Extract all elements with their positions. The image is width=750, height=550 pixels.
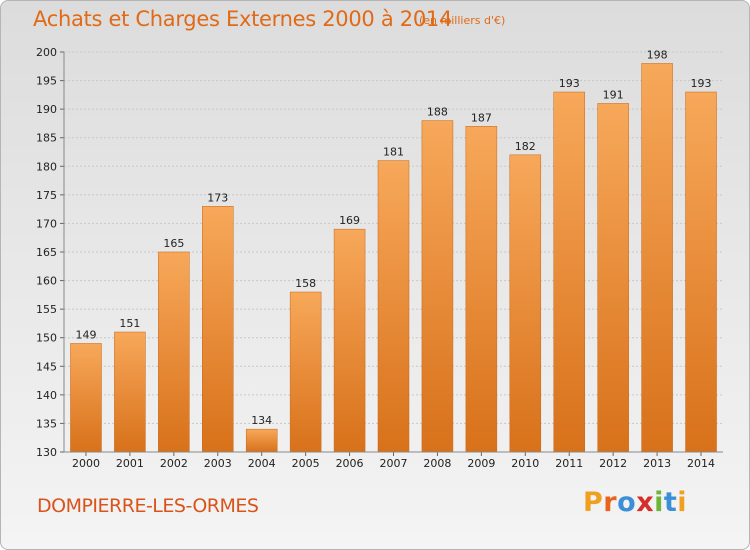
y-tick-label: 170	[36, 217, 57, 230]
data-label-2007: 181	[383, 146, 404, 159]
y-tick-label: 195	[36, 75, 57, 88]
logo-letter: r	[603, 487, 618, 518]
x-tick-label: 2010	[511, 457, 539, 470]
x-tick-label: 2012	[599, 457, 627, 470]
data-label-2010: 182	[515, 140, 536, 153]
data-label-2000: 149	[75, 328, 96, 341]
commune-name: DOMPIERRE-LES-ORMES	[37, 495, 259, 517]
chart-title: Achats et Charges Externes 2000 à 2014	[33, 7, 453, 31]
y-tick-label: 150	[36, 332, 57, 345]
y-tick-label: 155	[36, 303, 57, 316]
logo-letter: i	[677, 487, 688, 518]
bar-2008	[421, 120, 454, 453]
logo-letter: P	[583, 487, 604, 518]
bar-2007	[377, 160, 410, 453]
data-label-2005: 158	[295, 277, 316, 290]
bar-2004	[245, 428, 278, 453]
data-label-2008: 188	[427, 106, 448, 119]
bar-2003	[202, 206, 234, 453]
x-tick-label: 2005	[292, 457, 320, 470]
bar-2001	[114, 331, 146, 453]
data-label-2014: 193	[691, 77, 712, 90]
y-tick-label: 175	[36, 189, 57, 202]
x-tick-label: 2014	[687, 457, 715, 470]
y-tick-label: 145	[36, 360, 57, 373]
y-tick-label: 200	[36, 46, 57, 59]
data-label-2002: 165	[163, 237, 184, 250]
x-tick-label: 2006	[336, 457, 364, 470]
data-label-2013: 198	[647, 48, 668, 61]
x-tick-label: 2013	[643, 457, 671, 470]
x-tick-label: 2004	[248, 457, 276, 470]
data-label-2006: 169	[339, 214, 360, 227]
chart-subtitle: (en milliers d'€)	[419, 14, 506, 27]
bar-2005	[289, 291, 322, 453]
logo-letter: x	[636, 487, 655, 518]
bar-2006	[333, 228, 366, 453]
data-label-2004: 134	[251, 414, 272, 427]
data-label-2012: 191	[603, 88, 624, 101]
y-tick-label: 160	[36, 275, 57, 288]
y-tick-label: 190	[36, 103, 57, 116]
bar-2011	[553, 91, 585, 453]
x-tick-label: 2002	[160, 457, 188, 470]
x-tick-label: 2009	[467, 457, 495, 470]
logo-letter: o	[617, 487, 637, 518]
x-tick-label: 2007	[380, 457, 408, 470]
y-tick-label: 135	[36, 417, 57, 430]
data-label-2011: 193	[559, 77, 580, 90]
logo-letter: t	[663, 487, 678, 518]
data-label-2009: 187	[471, 111, 492, 124]
x-tick-label: 2011	[555, 457, 583, 470]
bar-2013	[641, 63, 673, 453]
x-tick-label: 2001	[116, 457, 144, 470]
x-tick-label: 2003	[204, 457, 232, 470]
bar-2014	[685, 91, 717, 453]
proxiti-logo: Proxiti	[583, 487, 687, 518]
y-tick-label: 185	[36, 132, 57, 145]
x-tick-label: 2008	[423, 457, 451, 470]
y-tick-label: 165	[36, 246, 57, 259]
bar-2010	[509, 154, 542, 453]
data-label-2001: 151	[119, 317, 140, 330]
y-tick-label: 180	[36, 160, 57, 173]
data-label-2003: 173	[207, 191, 228, 204]
x-tick-label: 2000	[72, 457, 100, 470]
bar-2009	[465, 126, 498, 453]
bar-2000	[70, 343, 102, 453]
logo-letter: i	[654, 487, 664, 518]
y-tick-label: 130	[36, 446, 57, 459]
bar-2002	[158, 251, 190, 453]
bar-2012	[597, 103, 629, 453]
y-tick-label: 140	[36, 389, 57, 402]
